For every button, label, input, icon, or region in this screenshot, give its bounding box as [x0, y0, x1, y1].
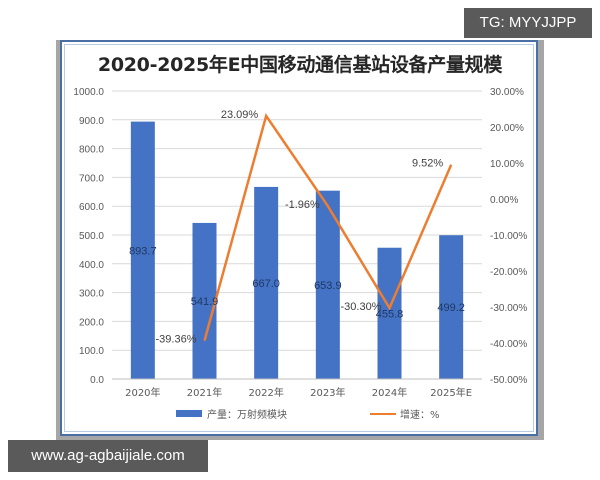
bar: [377, 247, 402, 379]
bar-series: [130, 121, 464, 379]
category-label: 2021年: [187, 386, 222, 399]
left-tick-label: 500.0: [79, 231, 104, 242]
category-label: 2020年: [125, 386, 160, 399]
legend-bar-label: 产量：万射频模块: [207, 408, 287, 421]
legend-line-label: 增速：%: [400, 408, 440, 421]
left-tick-label: 0.0: [90, 375, 104, 386]
right-tick-label: 0.00%: [490, 195, 518, 206]
bar: [192, 222, 217, 379]
line-value-label: -1.96%: [285, 199, 320, 211]
right-tick-label: -40.00%: [490, 339, 527, 350]
bar-value-labels: 893.7 541.9 667.0 653.9 455.8 499.2: [129, 245, 465, 320]
right-tick-label: -10.00%: [490, 231, 527, 242]
bar-value-label: 499.2: [437, 302, 465, 314]
category-label: 2022年: [248, 386, 283, 399]
chart-title: 2020-2025年E中国移动通信基站设备产量规模: [97, 54, 503, 76]
right-tick-label: 30.00%: [490, 87, 524, 98]
bar: [130, 121, 155, 379]
right-axis-ticks: 30.00% 20.00% 10.00% 0.00% -10.00% -20.00% -30…: [490, 87, 527, 386]
category-label: 2023年: [310, 386, 345, 399]
left-tick-label: 300.0: [79, 289, 104, 300]
category-label: 2025年E: [430, 386, 472, 399]
legend: 产量：万射频模块 增速：%: [176, 408, 440, 421]
bar-value-label: 893.7: [129, 245, 157, 257]
tg-badge: TG: MYYJJPP: [464, 8, 592, 38]
bar-value-label: 541.9: [191, 296, 219, 308]
bar-value-label: 667.0: [252, 278, 280, 290]
bar: [439, 235, 464, 379]
left-tick-label: 800.0: [79, 145, 104, 156]
left-tick-label: 600.0: [79, 202, 104, 213]
growth-line: [203, 112, 453, 342]
bar: [315, 190, 340, 379]
left-tick-label: 900.0: [79, 116, 104, 127]
bar-value-label: 653.9: [314, 280, 342, 292]
right-tick-label: -20.00%: [490, 267, 527, 278]
legend-bar-swatch: [176, 410, 202, 417]
line-value-label: -39.36%: [156, 334, 197, 346]
growth-line-series: [203, 112, 453, 342]
right-tick-label: 10.00%: [490, 159, 524, 170]
category-label: 2024年: [372, 386, 407, 399]
bar-value-label: 455.8: [376, 308, 404, 320]
left-tick-label: 700.0: [79, 173, 104, 184]
left-tick-label: 200.0: [79, 317, 104, 328]
left-tick-label: 400.0: [79, 260, 104, 271]
line-value-label: 23.09%: [221, 109, 259, 121]
line-value-label: 9.52%: [412, 158, 443, 170]
left-tick-label: 100.0: [79, 346, 104, 357]
right-tick-label: 20.00%: [490, 123, 524, 134]
bar: [254, 186, 279, 379]
line-value-labels: -39.36% 23.09% -1.96% -30.30% 9.52%: [156, 109, 444, 346]
right-tick-label: -30.00%: [490, 303, 527, 314]
line-value-label: -30.30%: [341, 301, 382, 313]
right-tick-label: -50.00%: [490, 375, 527, 386]
category-labels: 2020年 2021年 2022年 2023年 2024年 2025年E: [125, 386, 472, 399]
gridlines: [112, 90, 482, 351]
url-badge: www.ag-agbaijiale.com: [8, 440, 208, 472]
left-tick-label: 1000.0: [73, 87, 104, 98]
left-axis-ticks: 1000.0 900.0 800.0 700.0 600.0 500.0 400.0 300.…: [73, 87, 104, 386]
